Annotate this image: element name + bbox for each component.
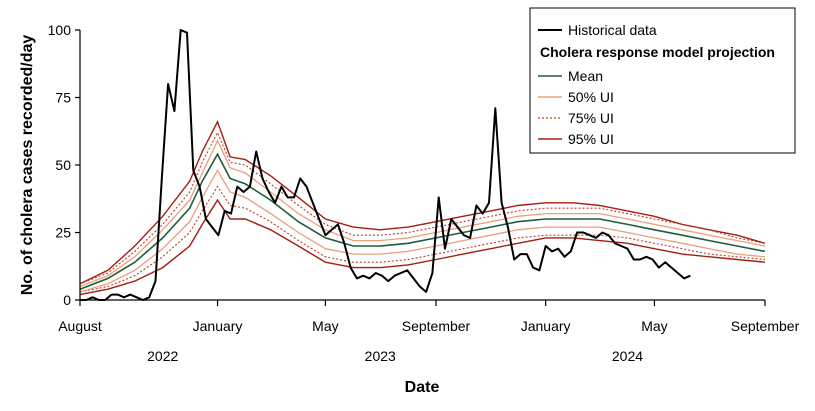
year-label: 2023	[365, 348, 396, 364]
historical-line	[80, 29, 691, 301]
legend-label-ui95: 95% UI	[568, 131, 614, 147]
y-ticks: 0 25 50 75 100	[48, 22, 80, 308]
x-tick-label: August	[58, 318, 102, 334]
axes: 0 25 50 75 100 August January May September Janu…	[19, 22, 800, 396]
y-tick-label: 75	[55, 90, 71, 106]
legend-heading: Cholera response model projection	[540, 44, 775, 60]
y-tick-label: 0	[63, 292, 71, 308]
legend-box	[529, 7, 796, 154]
year-label: 2022	[147, 348, 178, 364]
mean-line	[79, 152, 766, 290]
ui95-lower-line	[79, 198, 766, 296]
ui50-upper-line	[79, 139, 766, 288]
x-tick-label: May	[312, 318, 338, 334]
legend-label-mean: Mean	[568, 68, 603, 84]
y-tick-label: 50	[55, 157, 71, 173]
x-tick-label: September	[731, 318, 800, 334]
y-tick-label: 100	[48, 22, 72, 38]
x-ticks: August January May September January May Septe…	[58, 300, 800, 334]
y-tick-label: 25	[55, 225, 71, 241]
x-tick-label: May	[641, 318, 667, 334]
y-axis-title: No. of cholera cases recorded/day	[19, 35, 36, 296]
plot-area	[79, 29, 766, 301]
ui50-lower-line	[79, 169, 766, 293]
year-label: 2024	[612, 348, 643, 364]
x-axis-title: Date	[405, 379, 440, 396]
x-tick-label: January	[193, 318, 243, 334]
x-tick-label: January	[521, 318, 571, 334]
x-tick-label: September	[402, 318, 471, 334]
year-labels: 2022 2023 2024	[147, 348, 643, 364]
legend: Historical data Cholera response model p…	[529, 7, 796, 154]
legend-label-ui75: 75% UI	[568, 110, 614, 126]
ui95-upper-line	[79, 120, 766, 285]
legend-label-historical: Historical data	[568, 22, 657, 38]
legend-label-ui50: 50% UI	[568, 89, 614, 105]
